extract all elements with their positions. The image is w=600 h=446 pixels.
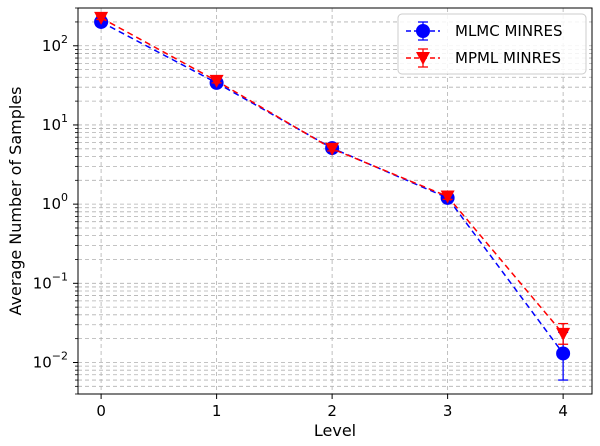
legend-box [397,13,587,75]
legend-marker [416,24,430,38]
data-point-mlmc [556,346,571,361]
legend-label-mlmc: MLMC MINRES [455,22,563,40]
ticks: 0 1 2 3 4 10−2 10−1 100 101 102 [33,7,568,420]
legend-symbol-mpml [406,48,440,68]
x-tick-label: 3 [443,402,453,420]
plot-frame [77,7,593,395]
legend-symbol-mlmc [406,21,440,41]
data-point-mpml [209,74,224,88]
y-tick-label: 10−2 [33,349,68,371]
data-point-mpml [556,327,571,341]
x-tick-label: 1 [212,402,222,420]
y-tick-label: 100 [42,191,68,213]
x-axis-label: Level [314,421,356,440]
x-tick-label: 4 [558,402,568,420]
legend: MLMC MINRES MPML MINRES [397,13,587,75]
series-layer [94,11,571,381]
y-tick-label: 10−1 [33,270,68,292]
y-tick-label: 102 [42,33,68,55]
legend-label-mpml: MPML MINRES [455,49,561,67]
data-point-mpml [325,142,340,156]
y-axis-label: Average Number of Samples [6,87,25,316]
data-point-mpml [440,190,455,204]
x-tick-label: 0 [96,402,106,420]
y-tick-label: 101 [42,112,68,134]
legend-marker [416,52,430,65]
x-tick-label: 2 [327,402,337,420]
data-point-mpml [94,11,109,25]
grid [78,7,592,395]
series-mpml [94,11,571,345]
legend-entries [406,21,440,68]
